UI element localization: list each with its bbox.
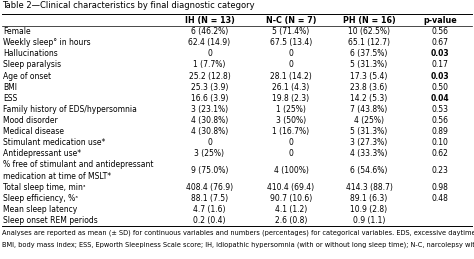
Text: 4.7 (1.6): 4.7 (1.6)	[193, 205, 226, 214]
Text: 0.10: 0.10	[431, 138, 448, 147]
Text: 17.3 (5.4): 17.3 (5.4)	[350, 71, 388, 81]
Text: 0.9 (1.1): 0.9 (1.1)	[353, 216, 385, 225]
Text: BMI, body mass index; ESS, Epworth Sleepiness Scale score; IH, idiopathic hypers: BMI, body mass index; ESS, Epworth Sleep…	[2, 242, 474, 248]
Text: 23.8 (3.6): 23.8 (3.6)	[350, 83, 388, 92]
Text: 0: 0	[207, 49, 212, 58]
Text: 67.5 (13.4): 67.5 (13.4)	[270, 38, 312, 47]
Text: 0.67: 0.67	[431, 38, 448, 47]
Text: 2.6 (0.8): 2.6 (0.8)	[275, 216, 307, 225]
Text: 25.2 (12.8): 25.2 (12.8)	[189, 71, 230, 81]
Text: 0.48: 0.48	[431, 194, 448, 203]
Text: 0: 0	[207, 138, 212, 147]
Text: 3 (23.1%): 3 (23.1%)	[191, 105, 228, 114]
Text: 89.1 (6.3): 89.1 (6.3)	[350, 194, 388, 203]
Text: Age of onset: Age of onset	[3, 71, 51, 81]
Text: 4 (25%): 4 (25%)	[354, 116, 384, 125]
Text: Sleep efficiency, %ᶟ: Sleep efficiency, %ᶟ	[3, 194, 78, 203]
Text: Analyses are reported as mean (± SD) for continuous variables and numbers (perce: Analyses are reported as mean (± SD) for…	[2, 229, 474, 235]
Text: 0.50: 0.50	[431, 83, 448, 92]
Text: 0.04: 0.04	[431, 94, 449, 103]
Text: 6 (54.6%): 6 (54.6%)	[350, 166, 388, 175]
Text: BMI: BMI	[3, 83, 17, 92]
Text: 4 (30.8%): 4 (30.8%)	[191, 116, 228, 125]
Text: 90.7 (10.6): 90.7 (10.6)	[270, 194, 312, 203]
Text: 4 (30.8%): 4 (30.8%)	[191, 127, 228, 136]
Text: 3 (25%): 3 (25%)	[194, 149, 225, 158]
Text: 0.53: 0.53	[431, 105, 448, 114]
Text: 0: 0	[289, 149, 293, 158]
Text: 16.6 (3.9): 16.6 (3.9)	[191, 94, 228, 103]
Text: 4.1 (1.2): 4.1 (1.2)	[275, 205, 307, 214]
Text: Family history of EDS/hypersomnia: Family history of EDS/hypersomnia	[3, 105, 137, 114]
Text: 5 (31.3%): 5 (31.3%)	[350, 60, 388, 69]
Text: N-C (N = 7): N-C (N = 7)	[266, 16, 316, 25]
Text: 5 (71.4%): 5 (71.4%)	[273, 27, 310, 36]
Text: 10 (62.5%): 10 (62.5%)	[348, 27, 390, 36]
Text: 0.17: 0.17	[431, 60, 448, 69]
Text: ESS: ESS	[3, 94, 17, 103]
Text: 0.62: 0.62	[431, 149, 448, 158]
Text: 0: 0	[289, 60, 293, 69]
Text: 28.1 (14.2): 28.1 (14.2)	[270, 71, 312, 81]
Text: 408.4 (76.9): 408.4 (76.9)	[186, 183, 233, 192]
Text: Antidepressant use*: Antidepressant use*	[3, 149, 81, 158]
Text: 10.9 (2.8): 10.9 (2.8)	[350, 205, 388, 214]
Text: 0: 0	[289, 49, 293, 58]
Text: 0.2 (0.4): 0.2 (0.4)	[193, 216, 226, 225]
Text: 0.89: 0.89	[431, 127, 448, 136]
Text: 1 (7.7%): 1 (7.7%)	[193, 60, 226, 69]
Text: 0: 0	[289, 138, 293, 147]
Text: Hallucinations: Hallucinations	[3, 49, 58, 58]
Text: Mean sleep latency: Mean sleep latency	[3, 205, 77, 214]
Text: 4 (33.3%): 4 (33.3%)	[350, 149, 388, 158]
Text: 0.98: 0.98	[431, 183, 448, 192]
Text: 3 (50%): 3 (50%)	[276, 116, 306, 125]
Text: 410.4 (69.4): 410.4 (69.4)	[267, 183, 315, 192]
Text: 19.8 (2.3): 19.8 (2.3)	[273, 94, 310, 103]
Text: 6 (46.2%): 6 (46.2%)	[191, 27, 228, 36]
Text: % free of stimulant and antidepressant: % free of stimulant and antidepressant	[3, 160, 154, 169]
Text: 14.2 (5.3): 14.2 (5.3)	[350, 94, 388, 103]
Text: Table 2—Clinical characteristics by final diagnostic category: Table 2—Clinical characteristics by fina…	[2, 1, 255, 10]
Text: 3 (27.3%): 3 (27.3%)	[350, 138, 388, 147]
Text: IH (N = 13): IH (N = 13)	[184, 16, 235, 25]
Text: 62.4 (14.9): 62.4 (14.9)	[189, 38, 230, 47]
Text: Total sleep time, minᶟ: Total sleep time, minᶟ	[3, 183, 86, 192]
Text: Mood disorder: Mood disorder	[3, 116, 58, 125]
Text: 5 (31.3%): 5 (31.3%)	[350, 127, 388, 136]
Text: 0.56: 0.56	[431, 27, 448, 36]
Text: 0.03: 0.03	[431, 71, 449, 81]
Text: 1 (16.7%): 1 (16.7%)	[273, 127, 310, 136]
Text: 0.56: 0.56	[431, 116, 448, 125]
Text: 4 (100%): 4 (100%)	[273, 166, 309, 175]
Text: medication at time of MSLT*: medication at time of MSLT*	[3, 171, 111, 181]
Text: Sleep paralysis: Sleep paralysis	[3, 60, 61, 69]
Text: PH (N = 16): PH (N = 16)	[343, 16, 395, 25]
Text: 0.03: 0.03	[431, 49, 449, 58]
Text: Medical disease: Medical disease	[3, 127, 64, 136]
Text: 414.3 (88.7): 414.3 (88.7)	[346, 183, 392, 192]
Text: Weekly sleep° in hours: Weekly sleep° in hours	[3, 38, 91, 47]
Text: 7 (43.8%): 7 (43.8%)	[350, 105, 388, 114]
Text: Stimulant medication use*: Stimulant medication use*	[3, 138, 105, 147]
Text: 6 (37.5%): 6 (37.5%)	[350, 49, 388, 58]
Text: Female: Female	[3, 27, 31, 36]
Text: 1 (25%): 1 (25%)	[276, 105, 306, 114]
Text: 65.1 (12.7): 65.1 (12.7)	[348, 38, 390, 47]
Text: 26.1 (4.3): 26.1 (4.3)	[273, 83, 310, 92]
Text: 25.3 (3.9): 25.3 (3.9)	[191, 83, 228, 92]
Text: Sleep onset REM periods: Sleep onset REM periods	[3, 216, 98, 225]
Text: 0.23: 0.23	[431, 166, 448, 175]
Text: 9 (75.0%): 9 (75.0%)	[191, 166, 228, 175]
Text: 88.1 (7.5): 88.1 (7.5)	[191, 194, 228, 203]
Text: p-value: p-value	[423, 16, 457, 25]
